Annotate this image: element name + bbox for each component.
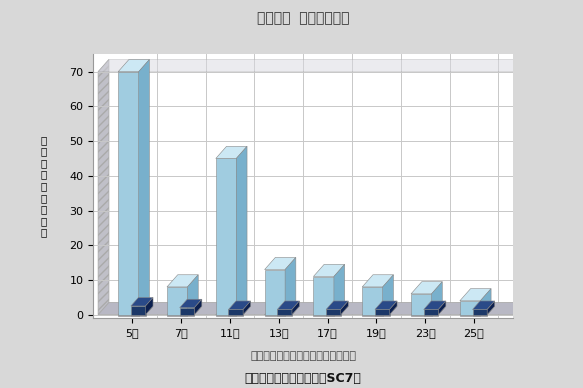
Text: インバータ単体（リアクトルなし）: インバータ単体（リアクトルなし） [250,351,356,361]
Polygon shape [314,277,334,315]
Polygon shape [334,264,345,315]
Polygon shape [167,303,198,315]
Polygon shape [326,301,348,310]
Polygon shape [278,306,300,315]
Polygon shape [131,298,153,306]
Polygon shape [431,282,442,315]
Polygon shape [216,303,247,315]
Polygon shape [375,315,389,317]
Polygon shape [229,315,243,317]
Polygon shape [411,315,431,317]
Polygon shape [285,257,296,315]
Text: 高調波抑制ユニット　＜SC7＞: 高調波抑制ユニット ＜SC7＞ [245,372,361,386]
Polygon shape [167,287,188,315]
Text: 回路種別  高調波発生量: 回路種別 高調波発生量 [257,12,349,26]
Polygon shape [278,301,300,310]
Polygon shape [460,301,480,315]
Polygon shape [118,315,139,317]
Y-axis label: 高
調
波
発
生
率
（
％
）: 高 調 波 発 生 率 （ ％ ） [41,135,47,237]
Polygon shape [265,257,296,270]
Polygon shape [473,310,487,315]
Polygon shape [424,301,446,310]
Polygon shape [229,306,251,315]
Polygon shape [382,275,394,315]
Polygon shape [139,59,149,315]
Polygon shape [473,301,495,310]
Polygon shape [278,315,292,317]
Polygon shape [473,306,495,315]
Polygon shape [326,315,340,317]
Polygon shape [362,275,394,287]
Polygon shape [375,306,397,315]
Polygon shape [180,299,202,308]
Polygon shape [180,308,194,315]
Polygon shape [314,264,345,277]
Polygon shape [216,158,236,315]
Polygon shape [411,282,442,294]
Polygon shape [460,289,491,301]
Polygon shape [131,306,153,315]
Polygon shape [98,59,524,72]
Polygon shape [229,301,251,310]
Polygon shape [194,299,202,315]
Polygon shape [146,298,153,315]
Polygon shape [480,289,491,315]
Polygon shape [460,303,491,315]
Polygon shape [424,306,446,315]
Polygon shape [389,301,397,315]
Polygon shape [411,303,442,315]
Polygon shape [340,301,348,315]
Polygon shape [473,315,487,317]
Polygon shape [411,294,431,315]
Polygon shape [438,301,446,315]
Polygon shape [167,275,198,287]
Polygon shape [314,315,334,317]
Polygon shape [362,287,382,315]
Polygon shape [487,301,495,315]
Polygon shape [118,59,149,72]
Polygon shape [375,301,397,310]
Polygon shape [98,59,109,315]
Polygon shape [98,303,524,315]
Polygon shape [180,306,202,315]
Polygon shape [362,303,394,315]
Polygon shape [265,303,296,315]
Polygon shape [292,301,300,315]
Polygon shape [236,146,247,315]
Polygon shape [265,270,285,315]
Polygon shape [180,315,194,317]
Polygon shape [229,310,243,315]
Polygon shape [118,303,149,315]
Polygon shape [278,310,292,315]
Polygon shape [460,315,480,317]
Polygon shape [216,146,247,158]
Polygon shape [362,315,382,317]
Polygon shape [326,310,340,315]
Polygon shape [118,72,139,315]
Polygon shape [243,301,251,315]
Polygon shape [424,310,438,315]
Polygon shape [216,315,236,317]
Polygon shape [265,315,285,317]
Polygon shape [314,303,345,315]
Polygon shape [424,315,438,317]
Polygon shape [326,306,348,315]
Polygon shape [131,306,146,315]
Polygon shape [167,315,188,317]
Polygon shape [375,310,389,315]
Polygon shape [131,315,146,317]
Polygon shape [188,275,198,315]
